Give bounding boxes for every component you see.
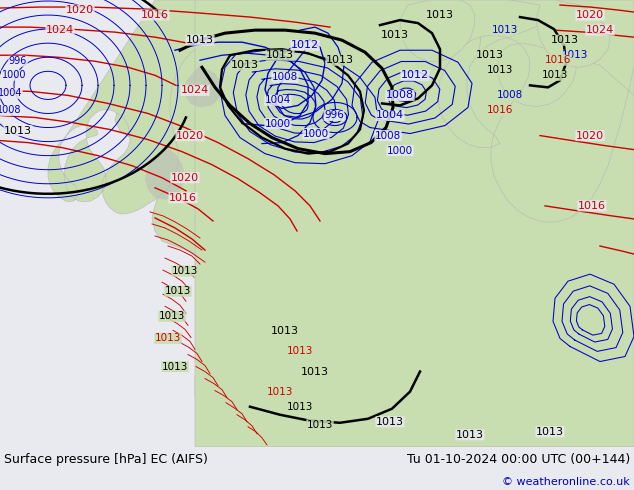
Text: 1004: 1004 (0, 88, 22, 98)
Text: © weatheronline.co.uk: © weatheronline.co.uk (502, 477, 630, 487)
Text: 1012: 1012 (401, 71, 429, 80)
Polygon shape (477, 0, 634, 114)
Text: 1013: 1013 (456, 430, 484, 440)
Text: 1024: 1024 (181, 85, 209, 96)
Text: 1013: 1013 (476, 50, 504, 60)
Text: Surface pressure [hPa] EC (AIFS): Surface pressure [hPa] EC (AIFS) (4, 453, 208, 466)
Text: 1013: 1013 (231, 60, 259, 70)
Text: 1000: 1000 (2, 71, 26, 80)
Text: 1020: 1020 (576, 10, 604, 20)
Text: 1013: 1013 (487, 65, 513, 75)
Text: 1013: 1013 (162, 362, 188, 371)
Text: 1013: 1013 (271, 326, 299, 337)
Text: 1008: 1008 (497, 90, 523, 100)
Text: 996: 996 (324, 110, 344, 121)
Text: 1000: 1000 (265, 119, 291, 128)
Polygon shape (115, 0, 634, 447)
Text: 1004: 1004 (376, 110, 404, 121)
Polygon shape (145, 146, 185, 200)
Text: 1013: 1013 (155, 333, 181, 343)
Polygon shape (184, 65, 222, 107)
Text: 1013: 1013 (266, 50, 294, 60)
Text: 1013: 1013 (307, 420, 333, 430)
Text: 1000: 1000 (387, 146, 413, 156)
Text: 1008: 1008 (375, 130, 401, 141)
Text: 1008: 1008 (386, 90, 414, 100)
Text: 1013: 1013 (376, 417, 404, 427)
Polygon shape (400, 0, 475, 61)
Text: 1013: 1013 (287, 346, 313, 357)
Polygon shape (195, 0, 634, 447)
Text: 1020: 1020 (176, 130, 204, 141)
Text: 1008: 1008 (0, 105, 22, 116)
Text: 1013: 1013 (301, 367, 329, 376)
Text: 1013: 1013 (287, 402, 313, 412)
Text: 1004: 1004 (265, 96, 291, 105)
Polygon shape (510, 0, 610, 67)
Text: 1024: 1024 (46, 25, 74, 35)
Text: 1013: 1013 (542, 71, 568, 80)
Text: 1013: 1013 (381, 30, 409, 40)
Text: 1020: 1020 (66, 5, 94, 15)
Text: 1016: 1016 (545, 55, 571, 65)
Text: 1013: 1013 (326, 55, 354, 65)
Text: 1013: 1013 (562, 50, 588, 60)
Text: 1013: 1013 (165, 286, 191, 296)
Text: 1020: 1020 (576, 130, 604, 141)
Text: 1013: 1013 (186, 35, 214, 45)
Text: 1013: 1013 (158, 311, 185, 321)
Text: 1016: 1016 (141, 10, 169, 20)
Text: 1013: 1013 (551, 35, 579, 45)
Text: 1020: 1020 (171, 173, 199, 183)
Text: 1016: 1016 (169, 193, 197, 203)
Text: 1013: 1013 (492, 25, 518, 35)
Text: Tu 01-10-2024 00:00 UTC (00+144): Tu 01-10-2024 00:00 UTC (00+144) (407, 453, 630, 466)
Text: 1012: 1012 (291, 40, 319, 50)
Text: 1013: 1013 (172, 266, 198, 276)
Text: 1016: 1016 (487, 105, 513, 116)
Text: 1008: 1008 (272, 73, 298, 82)
Text: 1013: 1013 (536, 427, 564, 437)
Text: 1000: 1000 (303, 128, 329, 139)
Polygon shape (48, 0, 225, 214)
Text: 1024: 1024 (586, 25, 614, 35)
Text: 1013: 1013 (4, 125, 32, 136)
Text: 996: 996 (9, 56, 27, 66)
Text: 1016: 1016 (578, 201, 606, 211)
Text: 1013: 1013 (426, 10, 454, 20)
Text: 1013: 1013 (267, 387, 293, 396)
